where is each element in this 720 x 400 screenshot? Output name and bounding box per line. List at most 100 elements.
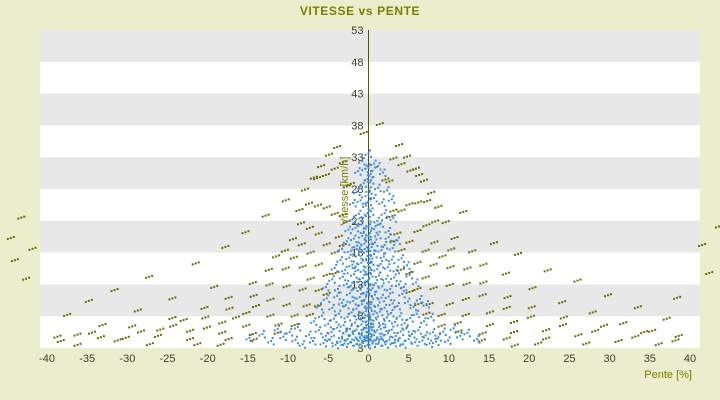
olive-point [308, 313, 311, 316]
blue-point [434, 337, 437, 340]
blue-point [369, 262, 371, 264]
blue-point [383, 306, 386, 309]
blue-point [407, 261, 410, 264]
olive-point [562, 324, 564, 327]
blue-point [456, 336, 459, 339]
blue-point [342, 241, 345, 244]
blue-point [308, 333, 310, 336]
blue-point [380, 296, 383, 299]
blue-point [427, 337, 430, 340]
blue-point [377, 285, 380, 288]
blue-point [359, 173, 362, 176]
blue-point [411, 342, 414, 345]
blue-point [355, 328, 358, 331]
y-tick-label: 8 [357, 311, 363, 323]
olive-point [333, 147, 336, 149]
olive-point [131, 325, 134, 328]
blue-point [369, 314, 372, 317]
blue-point [398, 315, 401, 318]
olive-point [485, 312, 488, 315]
blue-point [396, 239, 399, 242]
blue-point [336, 342, 339, 345]
blue-point [411, 320, 414, 323]
blue-point [337, 347, 339, 350]
blue-point [368, 294, 371, 297]
olive-point [334, 236, 337, 239]
blue-point [394, 250, 397, 253]
blue-point [365, 307, 368, 310]
blue-point [365, 293, 368, 296]
blue-point [317, 316, 320, 319]
olive-point [87, 299, 90, 302]
olive-point [513, 320, 515, 323]
blue-point [357, 311, 360, 314]
blue-point [366, 315, 369, 318]
olive-point [646, 330, 649, 333]
olive-point [344, 213, 347, 216]
olive-point [328, 153, 331, 156]
blue-point [371, 342, 374, 345]
blue-point [358, 236, 361, 239]
blue-point [430, 339, 433, 342]
blue-point [367, 302, 370, 305]
blue-point [405, 289, 408, 292]
blue-point [393, 241, 396, 243]
blue-point [422, 304, 425, 307]
olive-point [537, 342, 540, 345]
blue-point [369, 172, 372, 175]
blue-point [374, 159, 377, 162]
blue-point [322, 341, 325, 344]
blue-point [414, 281, 417, 284]
blue-point [438, 333, 441, 336]
blue-point [363, 248, 366, 250]
olive-point [677, 338, 680, 341]
olive-point [416, 230, 419, 232]
blue-point [374, 346, 376, 348]
olive-point [227, 244, 230, 247]
blue-point [353, 282, 356, 285]
olive-point [341, 214, 344, 217]
olive-point [510, 321, 512, 324]
blue-point [365, 324, 367, 327]
olive-point [399, 268, 402, 271]
olive-point [221, 331, 224, 334]
blue-point [350, 311, 353, 314]
olive-point [285, 285, 288, 288]
blue-point [378, 286, 381, 289]
blue-point [377, 250, 380, 253]
blue-point [329, 326, 332, 329]
olive-point [546, 269, 549, 272]
blue-point [356, 200, 359, 203]
blue-point [358, 346, 361, 349]
olive-point [352, 181, 355, 184]
blue-point [374, 225, 377, 228]
olive-point [293, 324, 296, 327]
blue-point [391, 302, 394, 305]
olive-point [148, 275, 151, 278]
blue-point [386, 274, 389, 277]
blue-point [367, 335, 370, 338]
olive-point [255, 305, 257, 307]
blue-point [376, 268, 379, 271]
olive-point [325, 292, 328, 295]
blue-point [368, 306, 371, 309]
blue-point [376, 219, 379, 222]
olive-point [411, 168, 414, 171]
olive-point [189, 329, 192, 332]
blue-point [362, 230, 365, 233]
olive-point [309, 251, 312, 254]
olive-point [288, 302, 291, 305]
blue-point [387, 295, 390, 298]
olive-point [492, 242, 495, 245]
olive-point [591, 330, 594, 333]
olive-point [254, 281, 257, 284]
blue-point [423, 320, 425, 323]
olive-point [311, 312, 314, 315]
blue-point [356, 339, 359, 341]
blue-point [348, 286, 351, 289]
olive-point [430, 242, 433, 245]
blue-point [381, 219, 384, 222]
olive-point [400, 163, 403, 166]
olive-point [456, 322, 459, 325]
x-tick-label: 20 [523, 353, 535, 365]
